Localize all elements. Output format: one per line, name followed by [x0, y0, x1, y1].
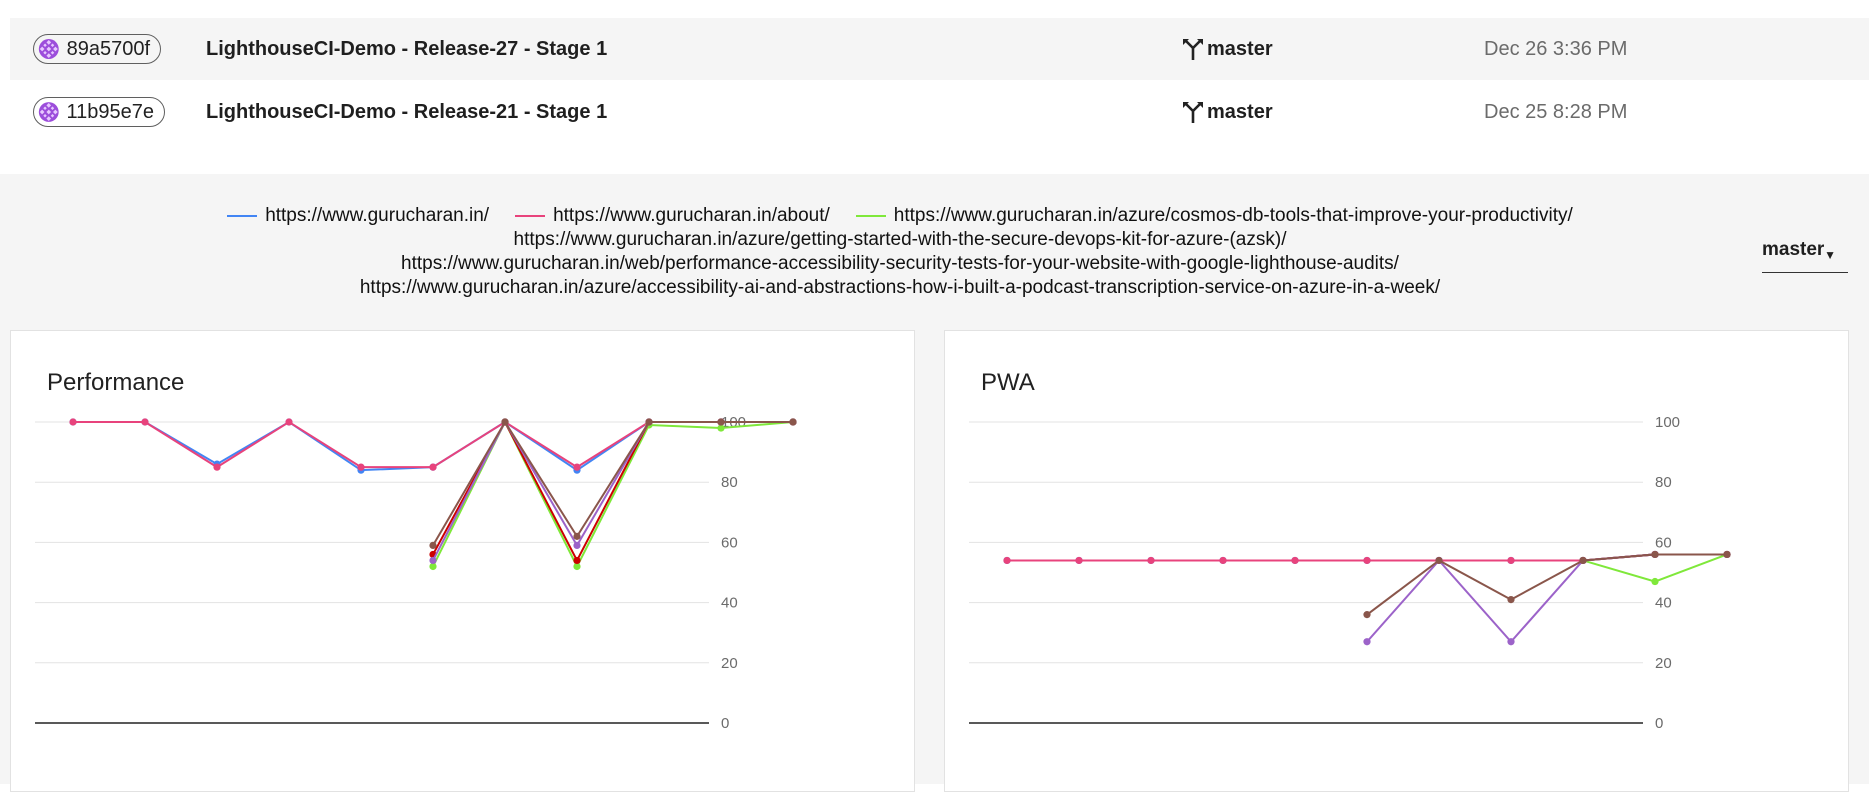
legend-label: https://www.gurucharan.in/azure/cosmos-d…: [893, 205, 1573, 226]
build-hash: 89a5700f: [66, 37, 150, 60]
legend-item: https://www.gurucharan.in/about/: [515, 205, 830, 226]
series-line: [73, 420, 793, 472]
data-point: [429, 463, 437, 471]
data-point: [1363, 611, 1371, 619]
data-point: [357, 463, 365, 471]
y-tick-label: 100: [1655, 414, 1680, 431]
build-date: Dec 26 3:36 PM: [1484, 37, 1628, 60]
data-point: [1363, 556, 1371, 565]
data-point: [285, 418, 293, 426]
y-tick-label: 60: [721, 534, 738, 551]
build-branch: master: [1207, 100, 1273, 123]
y-tick-label: 0: [721, 715, 729, 732]
legend-swatch: [515, 214, 546, 217]
y-tick-label: 80: [1655, 474, 1672, 491]
build-hash-chip[interactable]: 11b95e7e: [33, 97, 165, 127]
legend-item: https://www.gurucharan.in/azure/accessib…: [360, 277, 1440, 298]
legend-label: https://www.gurucharan.in/azure/getting-…: [513, 229, 1287, 250]
legend-swatch: [855, 214, 886, 217]
data-point: [789, 418, 797, 426]
data-point: [1507, 556, 1515, 565]
branch-icon: [1183, 39, 1203, 60]
data-point: [501, 418, 509, 426]
y-tick-label: 40: [721, 595, 738, 612]
build-avatar-icon: [38, 39, 59, 59]
build-row[interactable]: 89a5700f LighthouseCI-Demo - Release-27 …: [10, 18, 1869, 80]
data-point: [1651, 550, 1659, 559]
performance-chart-card: Performance 0 20 40 60 80 100: [10, 330, 915, 792]
data-point: [573, 562, 581, 571]
branch-dropdown[interactable]: master ▼: [1762, 239, 1848, 273]
pwa-chart: 0 20 40 60 80 100: [969, 414, 1731, 732]
data-point: [429, 541, 437, 550]
data-point: [141, 418, 149, 426]
build-hash: 11b95e7e: [66, 100, 155, 123]
build-hash-chip[interactable]: 89a5700f: [33, 34, 161, 64]
data-point: [717, 418, 725, 426]
series-line: [1366, 553, 1727, 616]
data-point: [573, 556, 581, 565]
build-avatar-icon: [38, 102, 59, 122]
data-point: [573, 463, 581, 471]
pwa-chart-card: PWA 0 20 40 60 80 100: [944, 330, 1849, 792]
data-point: [717, 424, 725, 432]
build-branch: master: [1207, 37, 1273, 60]
series-line: [432, 420, 793, 546]
data-point: [1363, 638, 1371, 646]
branch-icon: [1183, 102, 1203, 123]
y-tick-label: 80: [721, 474, 738, 491]
legend-item: https://www.gurucharan.in/: [227, 205, 489, 226]
legend-swatch: [227, 214, 258, 217]
legend-label: https://www.gurucharan.in/: [265, 205, 490, 226]
y-tick-label: 20: [1655, 655, 1672, 672]
series-line: [1366, 553, 1727, 644]
data-point: [1003, 556, 1011, 565]
legend-label: https://www.gurucharan.in/azure/accessib…: [359, 277, 1441, 298]
data-point: [69, 418, 77, 426]
data-point: [1507, 595, 1515, 604]
legend-label: https://www.gurucharan.in/about/: [553, 205, 830, 226]
data-point: [1075, 556, 1083, 565]
data-point: [1651, 577, 1659, 586]
data-point: [573, 532, 581, 540]
legend-label: https://www.gurucharan.in/web/performanc…: [401, 253, 1399, 274]
data-point: [645, 418, 653, 426]
legend-item: https://www.gurucharan.in/web/performanc…: [401, 253, 1399, 274]
data-point: [1291, 556, 1299, 565]
data-point: [573, 541, 581, 550]
series-line: [432, 419, 793, 563]
series-line: [73, 420, 793, 469]
data-point: [213, 463, 221, 471]
legend-item: https://www.gurucharan.in/azure/getting-…: [514, 229, 1287, 250]
build-name: LighthouseCI-Demo - Release-21 - Stage 1: [206, 100, 608, 123]
data-point: [1507, 638, 1515, 646]
data-point: [1579, 556, 1587, 565]
y-tick-label: 40: [1655, 595, 1672, 612]
y-tick-label: 0: [1655, 715, 1663, 732]
data-point: [1219, 556, 1227, 565]
y-tick-label: 20: [721, 655, 738, 672]
chart-legend: https://www.gurucharan.in/https://www.gu…: [90, 204, 1710, 300]
data-point: [1147, 556, 1155, 565]
chart-title: PWA: [981, 369, 1035, 396]
legend-item: https://www.gurucharan.in/azure/cosmos-d…: [855, 205, 1573, 226]
data-point: [429, 556, 437, 565]
data-point: [1723, 550, 1731, 559]
branch-dropdown-value: master: [1762, 239, 1825, 260]
data-point: [429, 562, 437, 571]
chart-title: Performance: [47, 369, 185, 396]
build-row[interactable]: 11b95e7e LighthouseCI-Demo - Release-21 …: [10, 81, 1869, 143]
build-name: LighthouseCI-Demo - Release-27 - Stage 1: [206, 37, 608, 60]
build-date: Dec 25 8:28 PM: [1484, 100, 1628, 123]
caret-down-icon: ▼: [1824, 248, 1836, 262]
y-tick-label: 60: [1655, 534, 1672, 551]
data-point: [1435, 556, 1443, 565]
